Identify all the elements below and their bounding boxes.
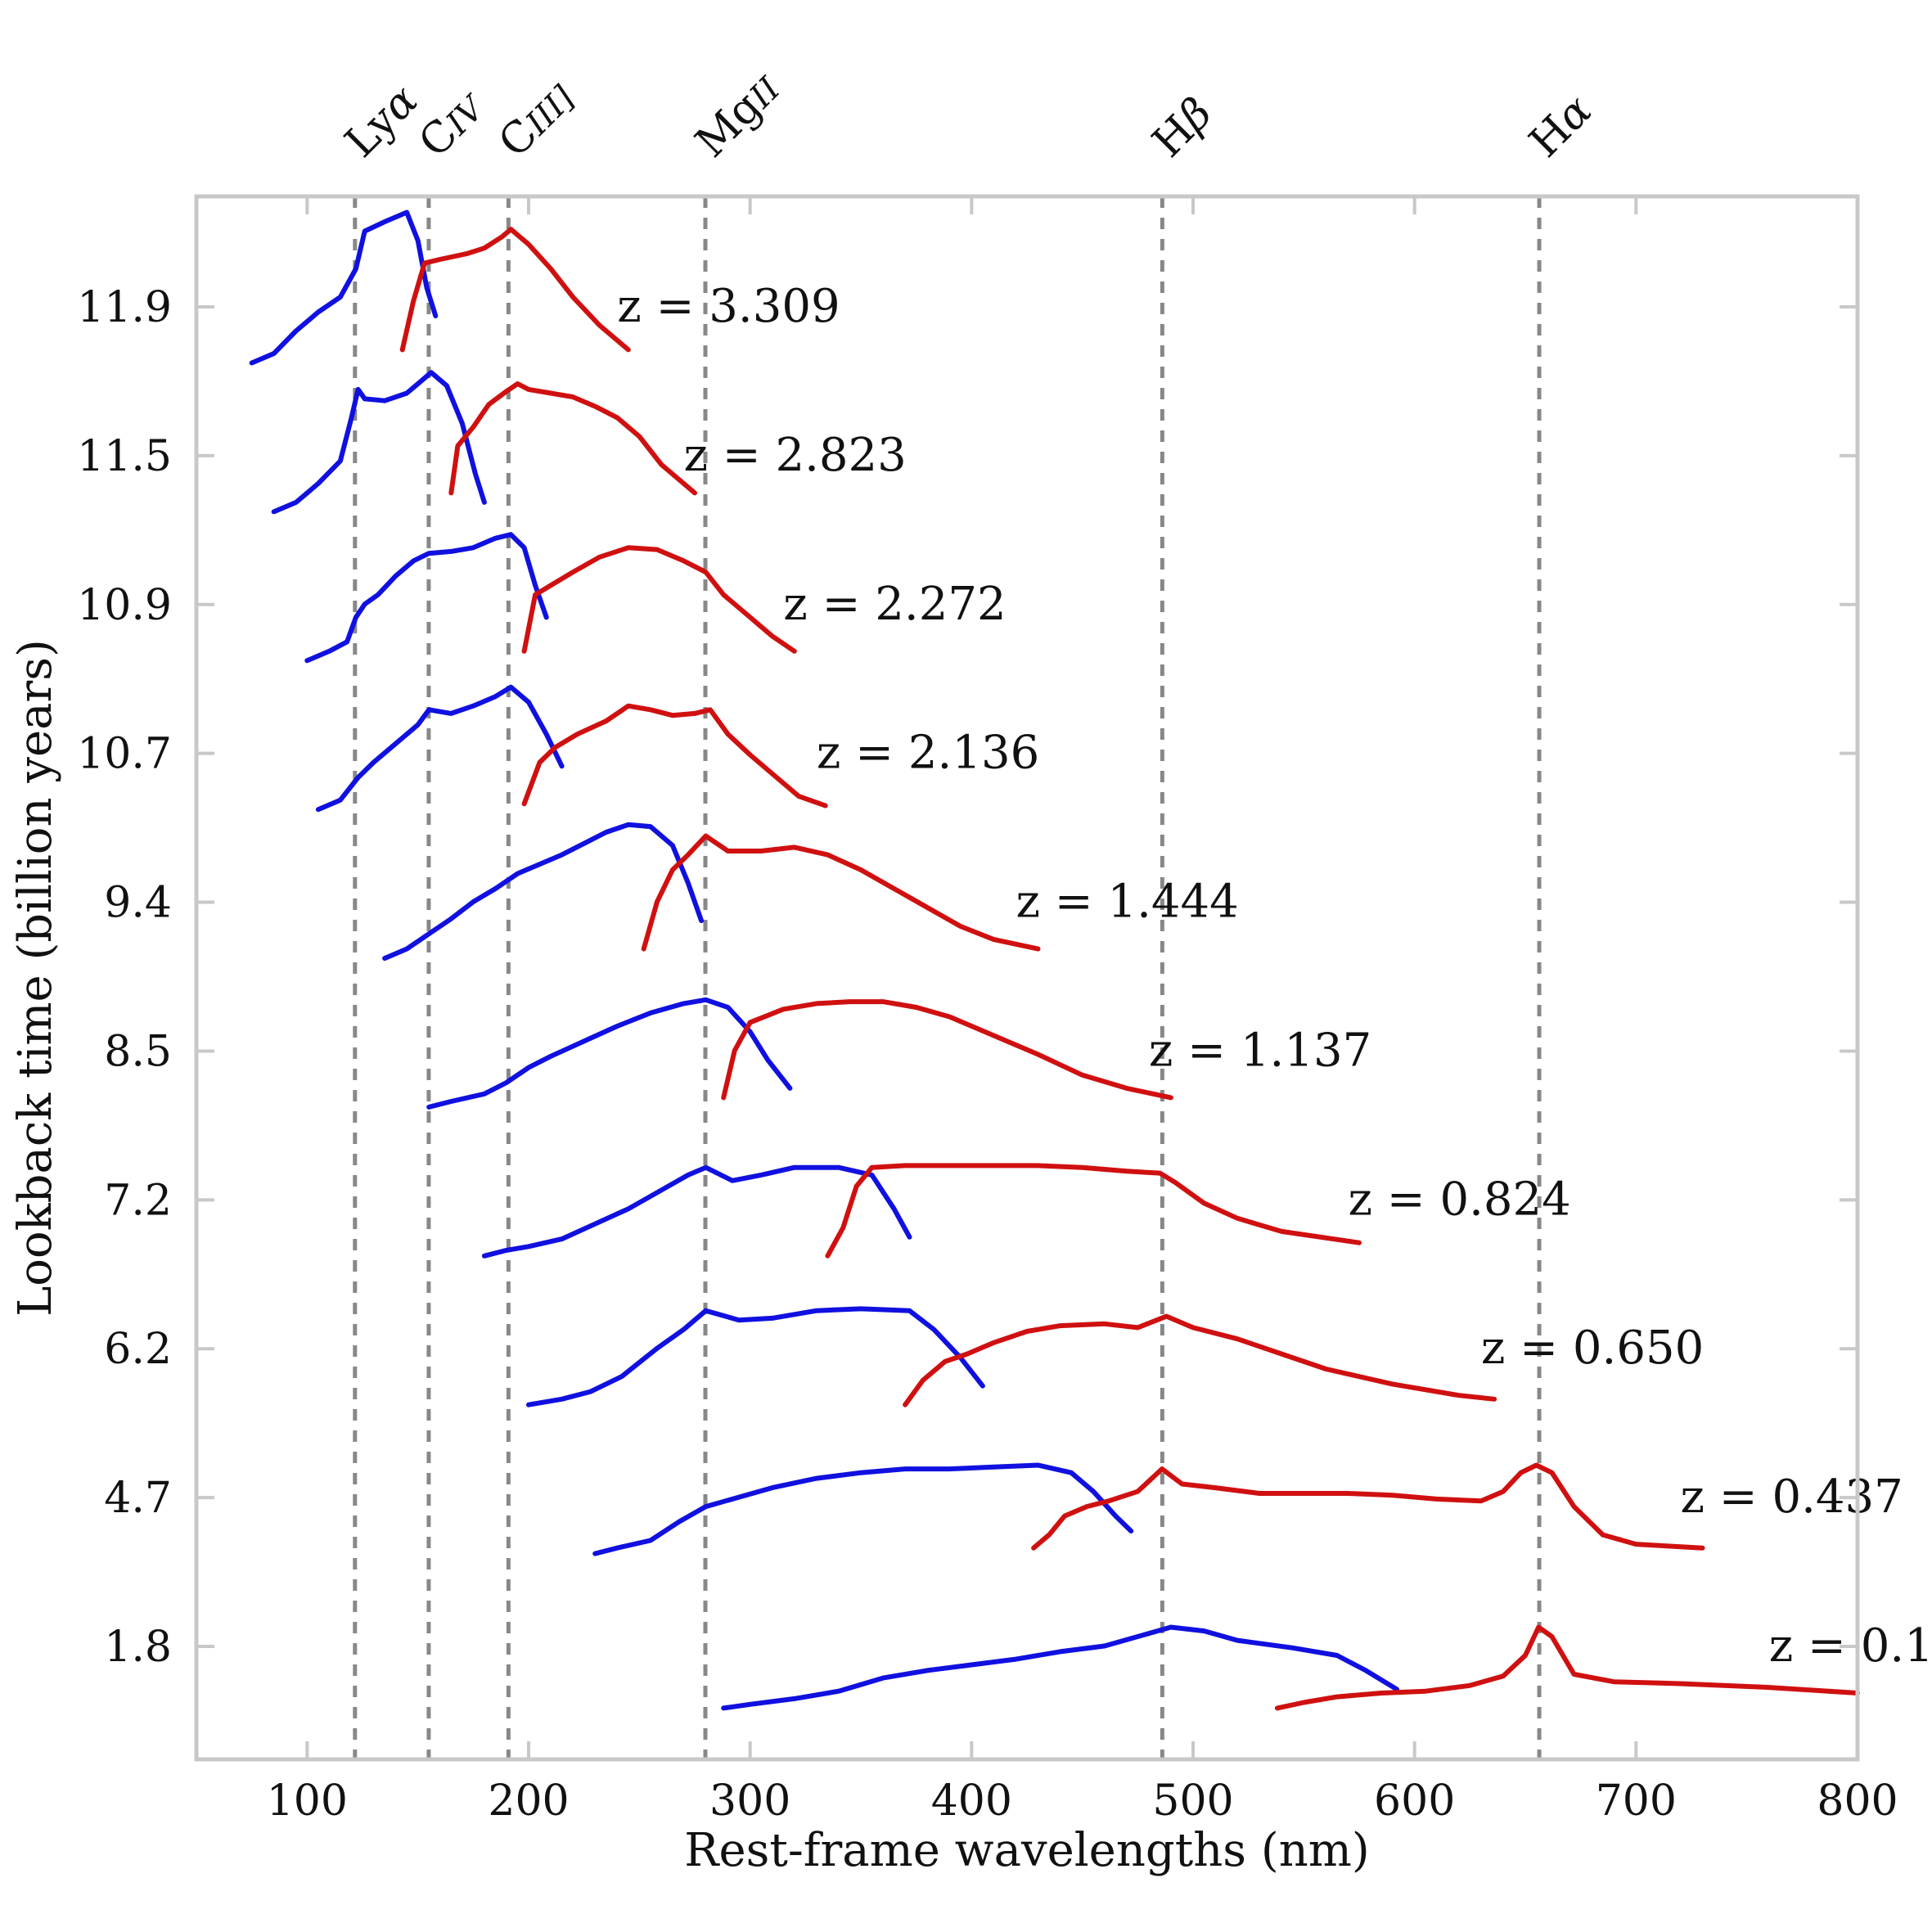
y-axis-title: Lookback time (billion years) <box>9 639 62 1317</box>
redshift-label: z = 0.650 <box>1481 1322 1704 1375</box>
redshift-label: z = 2.136 <box>817 727 1039 780</box>
spectrum-blue-segment <box>315 684 565 813</box>
emission-line-label: Lyα <box>336 75 428 167</box>
x-tick-label: 700 <box>1596 1777 1677 1826</box>
redshift-label: z = 3.309 <box>617 280 840 333</box>
spectrum-blue-segment <box>382 822 705 961</box>
emission-line-label: Hβ <box>1143 88 1222 167</box>
y-tick-label: 4.7 <box>104 1474 172 1523</box>
x-tick-label: 500 <box>1152 1777 1233 1826</box>
spectrum-red-segment <box>721 999 1173 1101</box>
emission-line-label: MgII <box>687 63 790 167</box>
spectral-series: z = 3.309 z = 2.823 z = 2.272 z = 2.136 z = … <box>249 209 1932 1711</box>
spectrum-blue-segment <box>592 1462 1134 1556</box>
emission-line-label: CIII] <box>489 73 583 167</box>
x-tick-label: 800 <box>1817 1777 1898 1826</box>
spectrum-blue-segment <box>526 1306 985 1407</box>
spectrum-blue-segment <box>481 1164 912 1259</box>
x-tick-label: 400 <box>931 1777 1012 1826</box>
spectrum-red-segment <box>1031 1462 1705 1551</box>
spectrum-red-segment <box>521 703 828 808</box>
axis-ticks: 100 200 300 400 500 600 700 800 11.9 11.5 10.9 10.7… <box>77 196 1898 1826</box>
spectrum-red-segment <box>903 1313 1497 1407</box>
redshift-label: z = 0.437 <box>1680 1470 1903 1524</box>
plot-frame <box>194 194 1860 1762</box>
spectrum-blue-segment <box>304 532 549 664</box>
spectrum-red-segment <box>399 227 631 353</box>
spectrum-red-segment <box>521 545 797 654</box>
x-axis-title: Rest-frame wavelengths (nm) <box>684 1824 1369 1877</box>
spectrum-red-segment <box>1274 1624 1860 1711</box>
y-tick-label: 7.2 <box>104 1176 172 1225</box>
x-tick-label: 300 <box>709 1777 790 1826</box>
redshift-label: z = 0.824 <box>1348 1173 1570 1226</box>
y-tick-label: 10.9 <box>77 581 172 630</box>
emission-line-label: CIV <box>410 81 496 167</box>
spectrum-blue-segment <box>426 997 793 1110</box>
y-tick-label: 11.5 <box>77 432 172 481</box>
y-tick-label: 9.4 <box>104 879 172 928</box>
spectrum-red-segment <box>825 1163 1362 1259</box>
x-tick-label: 200 <box>488 1777 569 1826</box>
spectrum-blue-segment <box>271 370 487 515</box>
redshift-label: z = 1.137 <box>1149 1024 1371 1077</box>
redshift-label: z = 2.272 <box>783 578 1006 631</box>
emission-line-label: Hα <box>1520 86 1601 167</box>
redshift-label: z = 2.823 <box>683 429 906 482</box>
y-tick-label: 10.7 <box>77 730 172 779</box>
spectrum-red-segment <box>641 833 1041 952</box>
spectrum-blue-segment <box>721 1624 1399 1711</box>
spectrum-blue-segment <box>249 209 439 366</box>
y-tick-label: 8.5 <box>104 1027 172 1076</box>
redshift-label: z = 1.444 <box>1016 876 1238 929</box>
x-tick-label: 100 <box>267 1777 348 1826</box>
y-tick-label: 6.2 <box>104 1325 172 1374</box>
spectrum-red-segment <box>448 381 697 496</box>
x-tick-label: 600 <box>1374 1777 1455 1826</box>
y-tick-label: 1.8 <box>104 1623 172 1672</box>
y-tick-label: 11.9 <box>77 283 172 332</box>
